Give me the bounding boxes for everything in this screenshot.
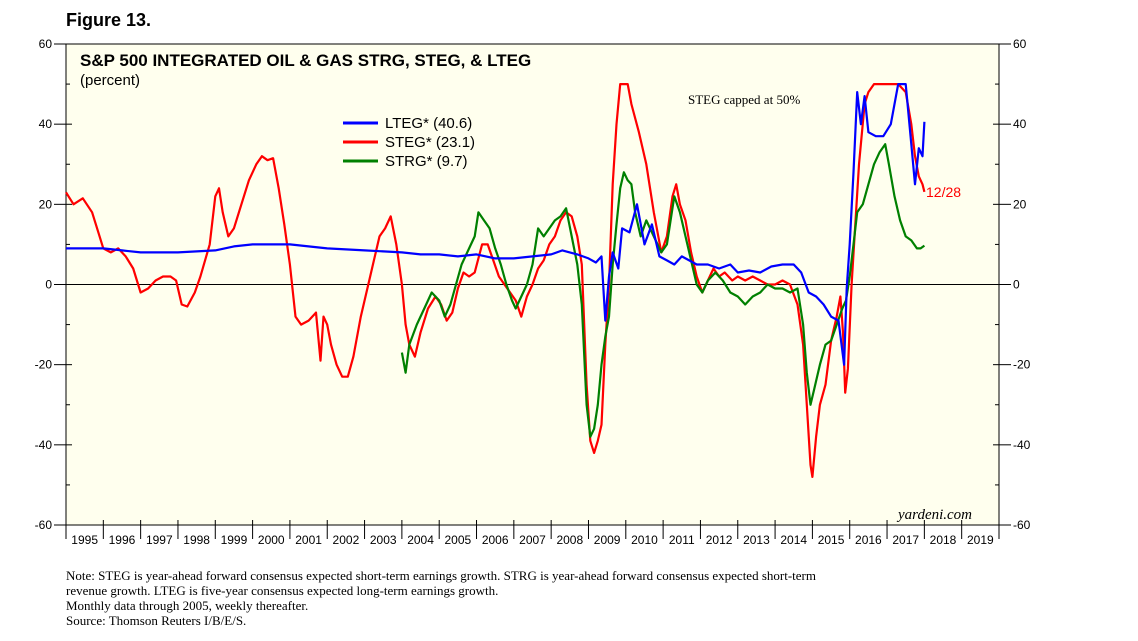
series-layer [65,83,926,478]
x-tick-label: 2016 [855,533,882,547]
note-line: revenue growth. LTEG is five-year consen… [66,583,499,598]
x-tick-label: 1997 [146,533,173,547]
chart-title: S&P 500 INTEGRATED OIL & GAS STRG, STEG,… [80,51,531,70]
legend-label-steg: STEG* (23.1) [385,134,475,151]
x-tick-label: 2013 [743,533,770,547]
x-tick-label: 2009 [594,533,621,547]
x-tick-label: 1999 [221,533,248,547]
chart-subtitle: (percent) [80,72,140,89]
y-tick-label-left: -20 [35,358,53,372]
x-tick-label: 2011 [669,533,695,547]
figure-label: Figure 13. [66,10,152,30]
x-tick-label: 2010 [631,533,658,547]
note-line: Note: STEG is year-ahead forward consens… [66,568,816,583]
y-tick-label-left: 0 [45,278,52,292]
x-tick-label: 1995 [71,533,98,547]
y-tick-label-right: 20 [1013,197,1027,211]
series-line-steg [65,83,926,478]
x-tick-label: 2019 [967,533,994,547]
note-line: Source: Thomson Reuters I/B/E/S. [66,613,247,628]
y-tick-label-right: -40 [1013,438,1031,452]
x-tick-label: 2014 [780,533,807,547]
note-line: Monthly data through 2005, weekly therea… [66,598,309,613]
x-tick-label: 2000 [258,533,285,547]
y-tick-label-left: 60 [39,37,53,51]
x-tick-label: 2003 [370,533,397,547]
x-tick-label: 2004 [407,533,434,547]
source-brand: yardeni.com [896,507,972,523]
y-tick-label-right: 0 [1013,278,1020,292]
y-tick-label-left: -40 [35,438,53,452]
cap-annotation: STEG capped at 50% [688,92,800,107]
x-tick-label: 1998 [183,533,210,547]
series-line-lteg [66,83,926,366]
legend-label-strg: STRG* (9.7) [385,153,468,170]
x-tick-label: 2008 [556,533,583,547]
x-tick-label: 2001 [295,533,322,547]
x-tick-label: 2018 [930,533,957,547]
y-tick-label-right: 60 [1013,37,1027,51]
y-tick-label-left: 40 [39,117,53,131]
y-tick-label-right: 40 [1013,117,1027,131]
legend: LTEG* (40.6) STEG* (23.1) STRG* (9.7) [343,115,475,170]
x-tick-label: 2005 [445,533,472,547]
end-date-label: 12/28 [926,184,961,200]
x-tick-label: 2017 [892,533,919,547]
x-tick-label: 1996 [109,533,136,547]
y-tick-label-left: -60 [35,518,53,532]
x-tick-label: 2015 [818,533,845,547]
x-tick-label: 2007 [519,533,546,547]
x-tick-label: 2012 [706,533,733,547]
x-tick-label: 2002 [333,533,360,547]
x-tick-label: 2006 [482,533,509,547]
legend-label-lteg: LTEG* (40.6) [385,115,472,132]
y-tick-label-right: -60 [1013,518,1031,532]
y-tick-label-left: 20 [39,197,53,211]
notes: Note: STEG is year-ahead forward consens… [66,568,1026,628]
y-tick-label-right: -20 [1013,358,1031,372]
